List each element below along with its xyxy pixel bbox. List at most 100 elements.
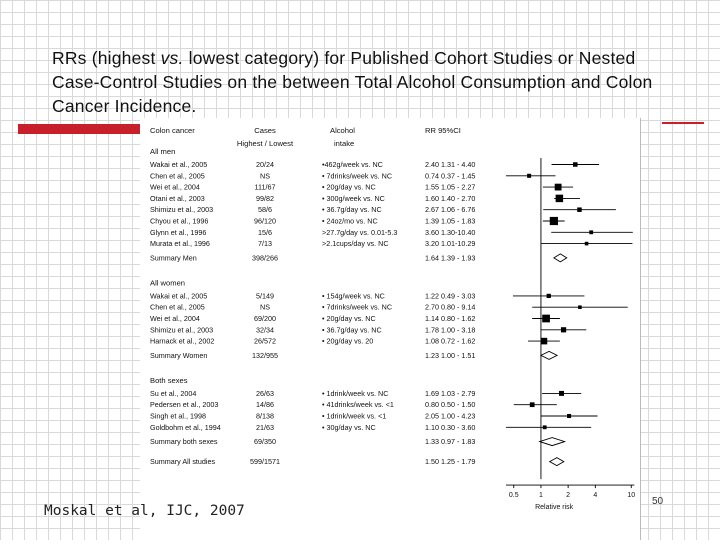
page-number: 50 <box>652 496 664 507</box>
x-tick-label: 2 <box>566 492 570 499</box>
cases-value: 111/67 <box>255 183 276 192</box>
group-label: All women <box>150 278 185 287</box>
point-estimate-square <box>560 327 567 333</box>
cases-value: 7/13 <box>258 239 272 248</box>
summary-label: Summary Men <box>150 253 197 262</box>
cases-value: 21/63 <box>256 423 274 432</box>
study-label: Wei et al., 2004 <box>150 314 200 323</box>
title-part-1: RRs (highest <box>52 48 161 68</box>
point-estimate-square <box>577 207 582 212</box>
point-estimate-square <box>573 162 578 167</box>
study-label: Singh et al., 1998 <box>150 412 206 421</box>
intake-value: •462g/week vs. NC <box>322 160 383 169</box>
point-estimate-square <box>549 216 558 226</box>
rr-ci-value: 3.60 1.30-10.40 <box>425 228 475 237</box>
rr-ci-value: 1.23 1.00 - 1.51 <box>425 351 475 360</box>
cases-value: 398/266 <box>252 253 278 262</box>
intake-value: • 36.7g/day vs. NC <box>322 205 382 214</box>
citation: Moskal et al, IJC, 2007 <box>44 503 245 519</box>
rr-ci-value: 2.67 1.06 - 6.76 <box>425 205 475 214</box>
group-label: Both sexes <box>150 376 188 385</box>
intake-value: • 30g/day vs. NC <box>322 423 376 432</box>
point-estimate-square <box>584 241 589 246</box>
point-estimate-square <box>529 402 535 408</box>
rr-ci-value: 1.33 0.97 - 1.83 <box>425 437 475 446</box>
cases-value: 32/34 <box>256 325 274 334</box>
cases-value: 14/86 <box>256 400 274 409</box>
red-accent-bar <box>18 124 148 134</box>
study-label: Chyou et al., 1996 <box>150 217 208 226</box>
study-label: Chen et al., 2005 <box>150 303 205 312</box>
study-label: Chen et al., 2005 <box>150 171 205 180</box>
cases-value: 26/572 <box>254 337 276 346</box>
rr-ci-value: 1.08 0.72 - 1.62 <box>425 337 475 346</box>
forest-plot: Colon cancer Cases Highest / Lowest Alcohol… <box>150 126 635 511</box>
summary-label: Summary All studies <box>150 457 216 466</box>
rr-ci-value: 1.78 1.00 - 3.18 <box>425 325 475 334</box>
cases-value: 8/138 <box>256 412 274 421</box>
cases-value: NS <box>260 303 270 312</box>
point-estimate-square <box>567 413 572 419</box>
rr-ci-value: 0.80 0.50 - 1.50 <box>425 400 475 409</box>
intake-value: • 7drinks/week vs. NC <box>322 171 392 180</box>
study-label: Su et al., 2004 <box>150 389 196 398</box>
rr-ci-value: 1.60 1.40 - 2.70 <box>425 194 475 203</box>
x-tick-label: 1 <box>539 492 543 499</box>
rr-ci-value: 1.55 1.05 - 2.27 <box>425 183 475 192</box>
summary-diamond <box>553 253 568 263</box>
intake-value: • 1drink/week vs. <1 <box>322 412 386 421</box>
rr-ci-value: 1.14 0.80 - 1.62 <box>425 314 475 323</box>
x-tick-label: 0.5 <box>509 492 519 499</box>
point-estimate-square <box>542 314 550 323</box>
intake-value: • 20g/day vs. 20 <box>322 337 373 346</box>
summary-diamond <box>538 437 567 447</box>
cases-value: 5/149 <box>256 291 274 300</box>
cases-value: 58/6 <box>258 205 272 214</box>
cases-value: 15/6 <box>258 228 272 237</box>
summary-diamond <box>548 457 565 467</box>
study-label: Glynn et al., 1996 <box>150 228 206 237</box>
study-label: Otani et al., 2003 <box>150 194 205 203</box>
study-label: Shimizu et al., 2003 <box>150 325 213 334</box>
header-cases: Cases <box>254 126 276 135</box>
cases-value: 99/82 <box>256 194 274 203</box>
header-rr: RR 95%CI <box>425 126 461 135</box>
group-label: All men <box>150 147 175 156</box>
header-intake: intake <box>334 139 354 148</box>
study-label: Goldbohm et al., 1994 <box>150 423 221 432</box>
intake-value: • 7drinks/week vs. NC <box>322 303 392 312</box>
point-estimate-square <box>589 230 594 235</box>
cases-value: 599/1571 <box>250 457 280 466</box>
slide-title: RRs (highest vs. lowest category) for Pu… <box>52 46 682 118</box>
point-estimate-square <box>542 425 547 430</box>
forest-plot-figure: Colon cancer Cases Highest / Lowest Alcohol… <box>140 118 641 540</box>
study-label: Shimizu et al., 2003 <box>150 205 213 214</box>
header-study: Colon cancer <box>150 126 195 135</box>
rr-ci-value: 2.05 1.00 - 4.23 <box>425 412 475 421</box>
cases-value: 20/24 <box>256 160 274 169</box>
intake-value: >2.1cups/day vs. NC <box>322 239 389 248</box>
intake-value: • 36.7g/day vs. NC <box>322 325 382 334</box>
header-cases-sub: Highest / Lowest <box>237 139 294 148</box>
rr-ci-value: 1.10 0.30 - 3.60 <box>425 423 475 432</box>
x-tick-label: 10 <box>627 492 635 499</box>
intake-value: • 1drink/week vs. NC <box>322 389 388 398</box>
rr-ci-value: 1.22 0.49 - 3.03 <box>425 291 475 300</box>
cases-value: NS <box>260 171 270 180</box>
rr-ci-value: 2.70 0.80 - 9.14 <box>425 303 475 312</box>
rr-ci-value: 0.74 0.37 - 1.45 <box>425 171 475 180</box>
point-estimate-square <box>578 305 582 309</box>
summary-diamond <box>539 350 559 360</box>
summary-label: Summary both sexes <box>150 437 218 446</box>
cases-value: 96/120 <box>254 217 276 226</box>
intake-value: • 154g/week vs. NC <box>322 291 385 300</box>
cases-value: 69/200 <box>254 314 276 323</box>
point-estimate-square <box>546 293 551 299</box>
summary-label: Summary Women <box>150 351 207 360</box>
rr-ci-value: 1.39 1.05 - 1.83 <box>425 217 475 226</box>
rr-ci-value: 1.69 1.03 - 2.79 <box>425 389 475 398</box>
study-label: Wei et al., 2004 <box>150 183 200 192</box>
intake-value: • 300g/week vs. NC <box>322 194 385 203</box>
rr-ci-value: 2.40 1.31 - 4.40 <box>425 160 475 169</box>
cases-value: 132/955 <box>252 351 278 360</box>
